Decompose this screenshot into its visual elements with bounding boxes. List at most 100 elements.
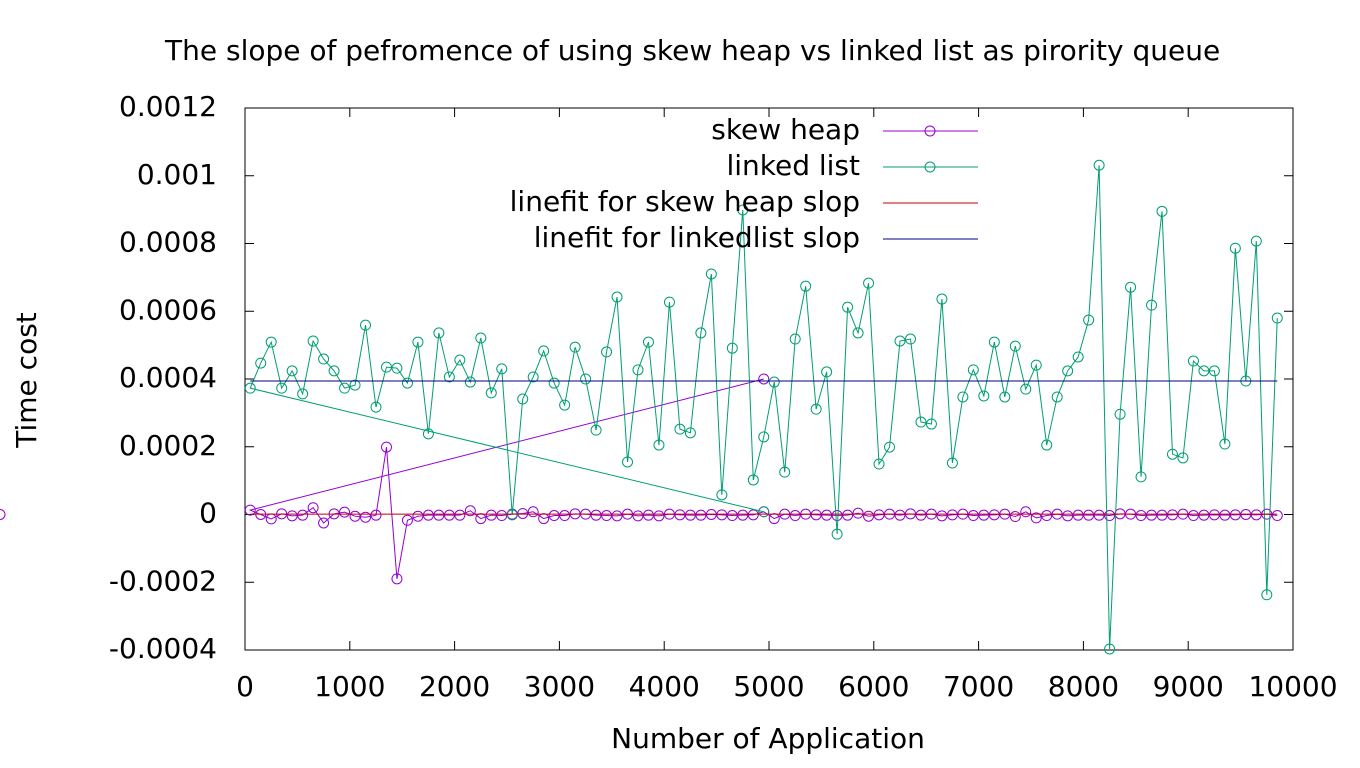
data-point	[454, 509, 466, 521]
data-point	[1135, 471, 1147, 483]
data-point	[454, 354, 466, 366]
data-point	[485, 387, 497, 399]
data-point	[632, 364, 644, 376]
data-point	[1009, 340, 1021, 352]
data-point	[1229, 242, 1241, 254]
data-point	[1020, 383, 1032, 395]
data-point	[464, 376, 476, 388]
x-tick-label: 6000	[838, 670, 909, 703]
data-point	[789, 333, 801, 345]
data-point	[370, 509, 382, 521]
y-axis-label: Time cost	[10, 312, 43, 449]
data-point	[957, 391, 969, 403]
data-point	[988, 336, 1000, 348]
x-tick-label: 10000	[1248, 670, 1337, 703]
data-point	[1250, 509, 1262, 521]
data-point	[538, 513, 550, 525]
data-point	[1030, 512, 1042, 524]
data-point	[842, 509, 854, 521]
data-point	[978, 390, 990, 402]
data-point	[946, 509, 958, 521]
y-tick-label: 0	[199, 497, 217, 530]
data-point	[401, 377, 413, 389]
data-point	[642, 509, 654, 521]
data-point	[349, 379, 361, 391]
data-point	[1156, 205, 1168, 217]
data-point	[1009, 511, 1021, 523]
data-point	[475, 513, 487, 525]
y-tick-label: 0.0006	[119, 293, 217, 326]
x-tick-label: 7000	[943, 670, 1014, 703]
data-point	[726, 342, 738, 354]
data-point	[737, 204, 749, 216]
data-point	[1219, 438, 1231, 450]
data-point	[1208, 365, 1220, 377]
data-point	[517, 507, 529, 519]
data-point	[705, 268, 717, 280]
data-point	[1030, 359, 1042, 371]
chart-title: The slope of pefromence of using skew he…	[164, 34, 1220, 67]
data-point	[758, 506, 770, 518]
data-point	[286, 365, 298, 377]
data-point	[768, 513, 780, 525]
data-point	[433, 327, 445, 339]
data-point	[286, 510, 298, 522]
data-point	[716, 509, 728, 521]
data-point	[307, 335, 319, 347]
data-point	[873, 458, 885, 470]
x-tick-label: 3000	[524, 670, 595, 703]
data-point	[506, 509, 518, 521]
data-point	[716, 489, 728, 501]
data-point	[695, 509, 707, 521]
data-point	[538, 345, 550, 357]
data-point	[674, 423, 686, 435]
data-point	[894, 335, 906, 347]
data-point	[925, 418, 937, 430]
data-point	[967, 364, 979, 376]
data-point	[443, 371, 455, 383]
data-point	[622, 456, 634, 468]
data-point	[747, 509, 759, 521]
data-point	[1250, 235, 1262, 247]
data-point	[265, 336, 277, 348]
data-point	[569, 341, 581, 353]
x-tick-label: 1000	[314, 670, 385, 703]
data-point	[904, 333, 916, 345]
data-point	[318, 353, 330, 365]
data-point	[517, 393, 529, 405]
x-tick-label: 5000	[733, 670, 804, 703]
data-point	[768, 376, 780, 388]
data-point	[244, 382, 256, 394]
data-point	[852, 327, 864, 339]
data-point	[810, 403, 822, 415]
data-point	[412, 510, 424, 522]
data-point	[380, 361, 392, 373]
series-line	[249, 165, 1278, 650]
data-point	[297, 388, 309, 400]
x-tick-label: 4000	[629, 670, 700, 703]
data-point	[936, 293, 948, 305]
data-point	[255, 357, 267, 369]
data-point	[747, 474, 759, 486]
x-tick-label: 8000	[1048, 670, 1119, 703]
data-point	[1271, 312, 1283, 324]
data-point	[475, 332, 487, 344]
x-axis-label: Number of Application	[611, 722, 925, 755]
data-point	[559, 399, 571, 411]
data-point	[339, 506, 351, 518]
data-point	[590, 424, 602, 436]
data-point	[894, 509, 906, 521]
data-point	[349, 510, 361, 522]
x-tick-label: 2000	[419, 670, 490, 703]
data-point	[988, 509, 1000, 521]
data-point	[1020, 506, 1032, 518]
data-point	[391, 573, 403, 585]
data-point	[1114, 408, 1126, 420]
data-point	[580, 373, 592, 385]
data-point	[1062, 365, 1074, 377]
data-point	[1083, 314, 1095, 326]
data-point	[611, 510, 623, 522]
data-point	[527, 506, 539, 518]
data-point	[328, 365, 340, 377]
data-point	[0, 509, 6, 520]
